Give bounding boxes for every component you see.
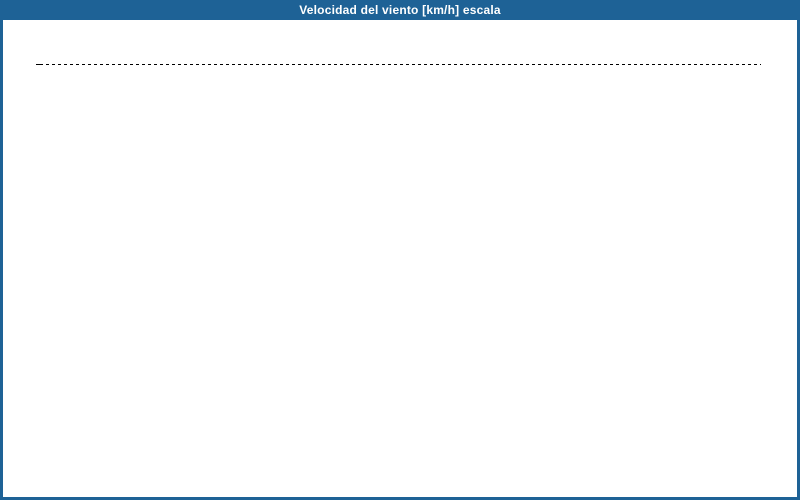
chart-content [3,20,797,497]
wind-speed-line-chart [36,64,761,65]
window-titlebar: Velocidad del viento [km/h] escala [0,0,800,20]
window-title: Velocidad del viento [km/h] escala [299,3,501,17]
